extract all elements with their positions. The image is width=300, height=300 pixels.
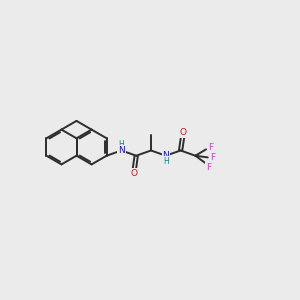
Text: N: N — [162, 151, 169, 160]
Text: F: F — [210, 153, 215, 162]
Text: F: F — [206, 163, 211, 172]
Text: O: O — [130, 169, 137, 178]
Text: O: O — [180, 128, 187, 137]
Text: F: F — [208, 143, 214, 152]
Text: H: H — [163, 157, 169, 166]
Text: N: N — [118, 146, 125, 155]
Text: H: H — [118, 140, 124, 149]
